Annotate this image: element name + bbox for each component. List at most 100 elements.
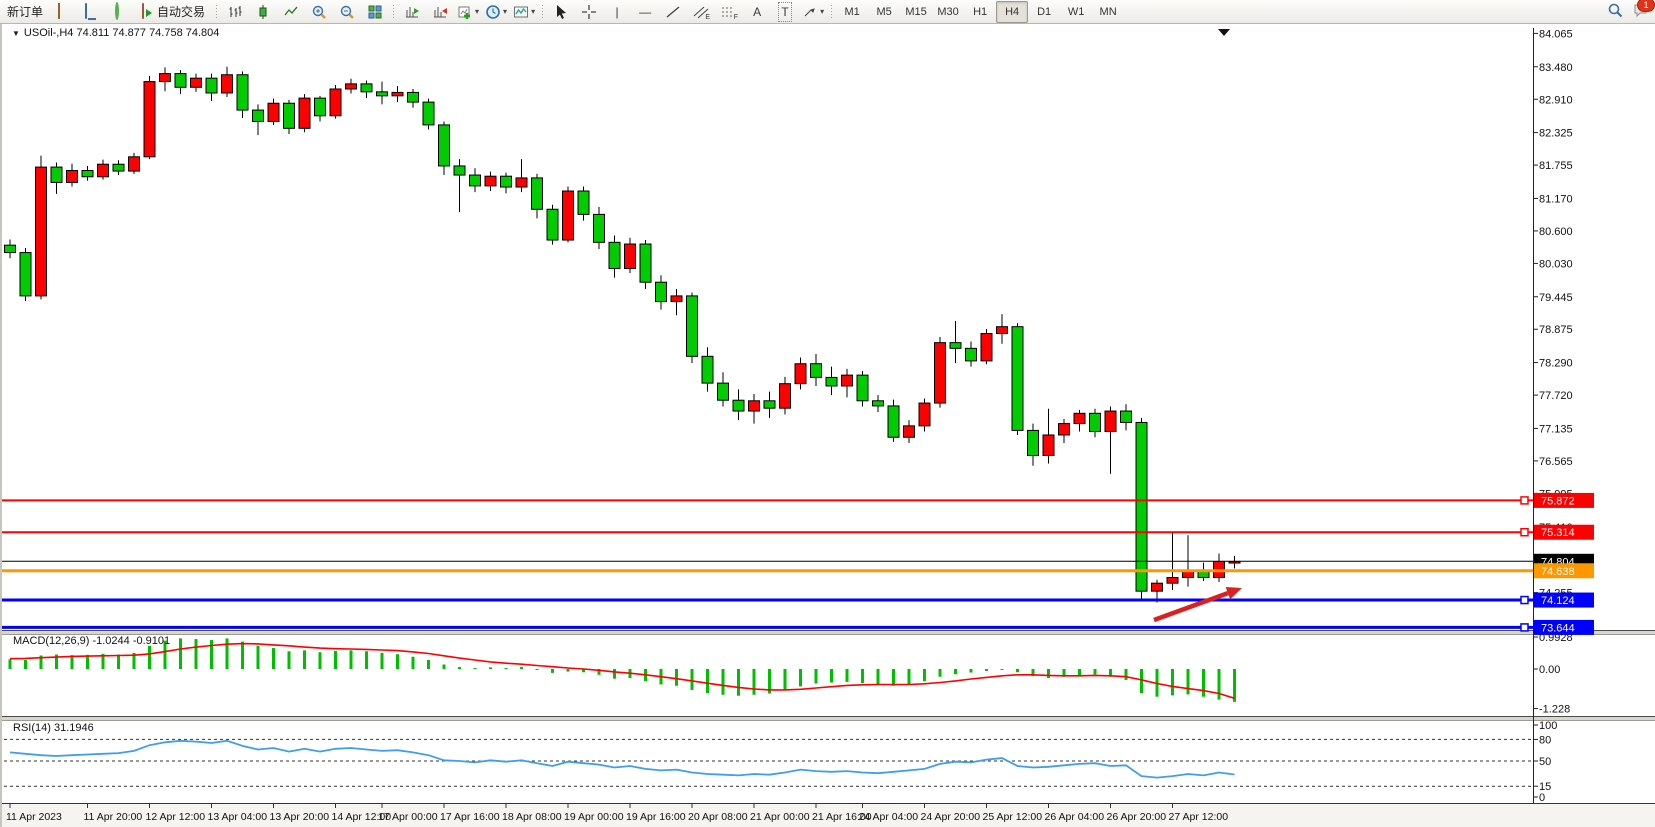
macd-histogram-bar	[24, 659, 27, 669]
time-axis-background[interactable]	[2, 803, 1655, 827]
bullish-candle	[515, 177, 528, 188]
profiles-clock-button[interactable]: ▾	[482, 1, 510, 23]
search-icon[interactable]	[1607, 2, 1623, 21]
macd-histogram-bar	[86, 654, 89, 669]
timeframe-w1[interactable]: W1	[1067, 5, 1085, 18]
macd-histogram-bar	[427, 659, 430, 669]
timeframe-h4-active[interactable]: H4	[996, 0, 1029, 23]
shapes-dropdown-button[interactable]: ▾	[799, 1, 827, 23]
vertical-line-tool-icon[interactable]: |	[615, 4, 619, 19]
bar-chart-mode-icon[interactable]	[221, 1, 249, 23]
bearish-candle	[577, 190, 590, 215]
bullish-candle	[298, 97, 311, 129]
cursor-tool-icon[interactable]	[547, 1, 575, 23]
line-chart-mode-icon[interactable]	[277, 1, 305, 23]
chart-canvas[interactable]: 0.9928 0.00 -1.228 100 80 50 150 84.065 83.480 82…	[2, 24, 1655, 827]
macd-histogram-bar	[1062, 669, 1066, 677]
rsi-indicator-label: RSI(14) 31.1946	[13, 722, 94, 734]
time-axis-label: 13 Apr 20:00	[270, 811, 330, 823]
price-axis-tick-label: 77.720	[1539, 390, 1573, 402]
label-tool-icon[interactable]: T	[771, 1, 799, 23]
timeframe-m15[interactable]: M15	[905, 5, 927, 18]
bearish-candle	[856, 374, 869, 402]
bearish-candle	[407, 91, 419, 103]
chevron-down-icon: ▾	[531, 7, 536, 16]
time-axis-label: 18 Apr 08:00	[502, 811, 562, 823]
price-axis-tick-label: 83.480	[1539, 62, 1573, 74]
bullish-candle	[1104, 410, 1117, 433]
bullish-candle	[66, 170, 78, 183]
bullish-candle	[143, 81, 156, 158]
auto-trading-icon	[141, 2, 157, 20]
timeframe-d1[interactable]: D1	[1037, 5, 1052, 18]
trendline-tool-icon[interactable]	[659, 1, 687, 23]
text-tool-icon[interactable]: A	[753, 4, 762, 19]
macd-histogram-bar	[721, 669, 725, 695]
price-tag-label: 73.644	[1541, 622, 1575, 634]
hline-handle[interactable]	[1520, 496, 1529, 505]
chevron-down-icon: ▾	[475, 7, 480, 16]
bearish-candle	[655, 281, 667, 303]
signals-broadcast-icon[interactable]	[106, 1, 134, 23]
bearish-candle	[887, 405, 900, 438]
chart-menu-icon[interactable]: ▼	[12, 29, 20, 38]
bullish-candle	[1042, 434, 1055, 457]
terminal-icon[interactable]	[78, 1, 106, 23]
time-axis-label: 12 Apr 12:00	[146, 811, 206, 823]
chart-title-text: USOil-,H4 74.811 74.877 74.758 74.804	[23, 27, 220, 39]
auto-scroll-icon[interactable]	[398, 1, 426, 23]
time-axis-label: 21 Apr 00:00	[750, 811, 810, 823]
red-arrow-annotation[interactable]	[1153, 587, 1242, 623]
price-axis[interactable]: 84.065 83.480 82.910 82.325 81.755 81.170 80.6…	[1533, 28, 1594, 635]
chart-panes-background	[2, 24, 1655, 803]
macd-histogram-bar	[799, 669, 802, 687]
timeframe-mn[interactable]: MN	[1099, 5, 1117, 18]
new-chart-button[interactable]: ▾	[454, 1, 482, 23]
bearish-candle	[1089, 412, 1101, 433]
indicators-template-button[interactable]: ▾	[510, 1, 538, 23]
timeframe-m5[interactable]: M5	[876, 5, 892, 18]
macd-histogram-bar	[690, 669, 694, 690]
new-order-button[interactable]: 新订单	[7, 5, 44, 19]
zoom-in-icon[interactable]	[305, 1, 333, 23]
macd-histogram-bar	[349, 650, 353, 669]
macd-histogram-bar	[148, 645, 151, 669]
horizontal-line-tool-icon[interactable]: —	[639, 4, 652, 19]
macd-axis-label: -1.228	[1539, 704, 1570, 716]
hline-handle[interactable]	[1520, 527, 1529, 537]
bearish-candle	[81, 170, 94, 178]
timeframe-m1[interactable]: M1	[844, 5, 860, 18]
macd-histogram-bar	[1016, 669, 1019, 673]
pane-separator[interactable]	[2, 631, 1655, 634]
arrow-shaft	[1153, 591, 1229, 623]
pane-separator[interactable]	[2, 717, 1655, 720]
candlestick-mode-icon[interactable]	[249, 1, 277, 23]
main-toolbar: 新订单 自动交易	[0, 0, 1655, 24]
hline-handle[interactable]	[1520, 623, 1529, 632]
bullish-candle	[267, 102, 280, 122]
notifications-chat-icon[interactable]: 1	[1633, 0, 1655, 21]
hline-handle[interactable]	[1520, 595, 1529, 605]
bearish-candle	[4, 244, 16, 254]
macd-histogram-bar	[985, 669, 988, 671]
bearish-candle	[686, 295, 698, 357]
macd-axis-label: 0.00	[1539, 664, 1560, 676]
tile-windows-icon[interactable]	[361, 1, 389, 23]
fibonacci-tool-icon[interactable]: F	[715, 1, 743, 23]
bullish-candle	[624, 243, 636, 270]
timeframe-h1[interactable]: H1	[973, 5, 988, 18]
timeframe-m30[interactable]: M30	[937, 5, 959, 18]
zoom-out-icon[interactable]	[333, 1, 361, 23]
bearish-candle	[376, 91, 388, 97]
bearish-candle	[872, 400, 884, 407]
auto-trading-button[interactable]: 自动交易	[134, 1, 212, 23]
chart-shift-icon[interactable]	[426, 1, 454, 23]
channel-tool-icon[interactable]: E	[687, 1, 715, 23]
metaeditor-icon[interactable]	[50, 1, 78, 23]
macd-histogram-bar	[520, 667, 523, 669]
time-axis[interactable]: 11 Apr 2023 11 Apr 20:00 12 Apr 12:00 13 Ap…	[6, 804, 1228, 823]
chart-shift-marker-icon[interactable]	[1218, 29, 1230, 36]
chevron-down-icon: ▾	[503, 7, 508, 16]
crosshair-tool-icon[interactable]	[575, 1, 603, 23]
